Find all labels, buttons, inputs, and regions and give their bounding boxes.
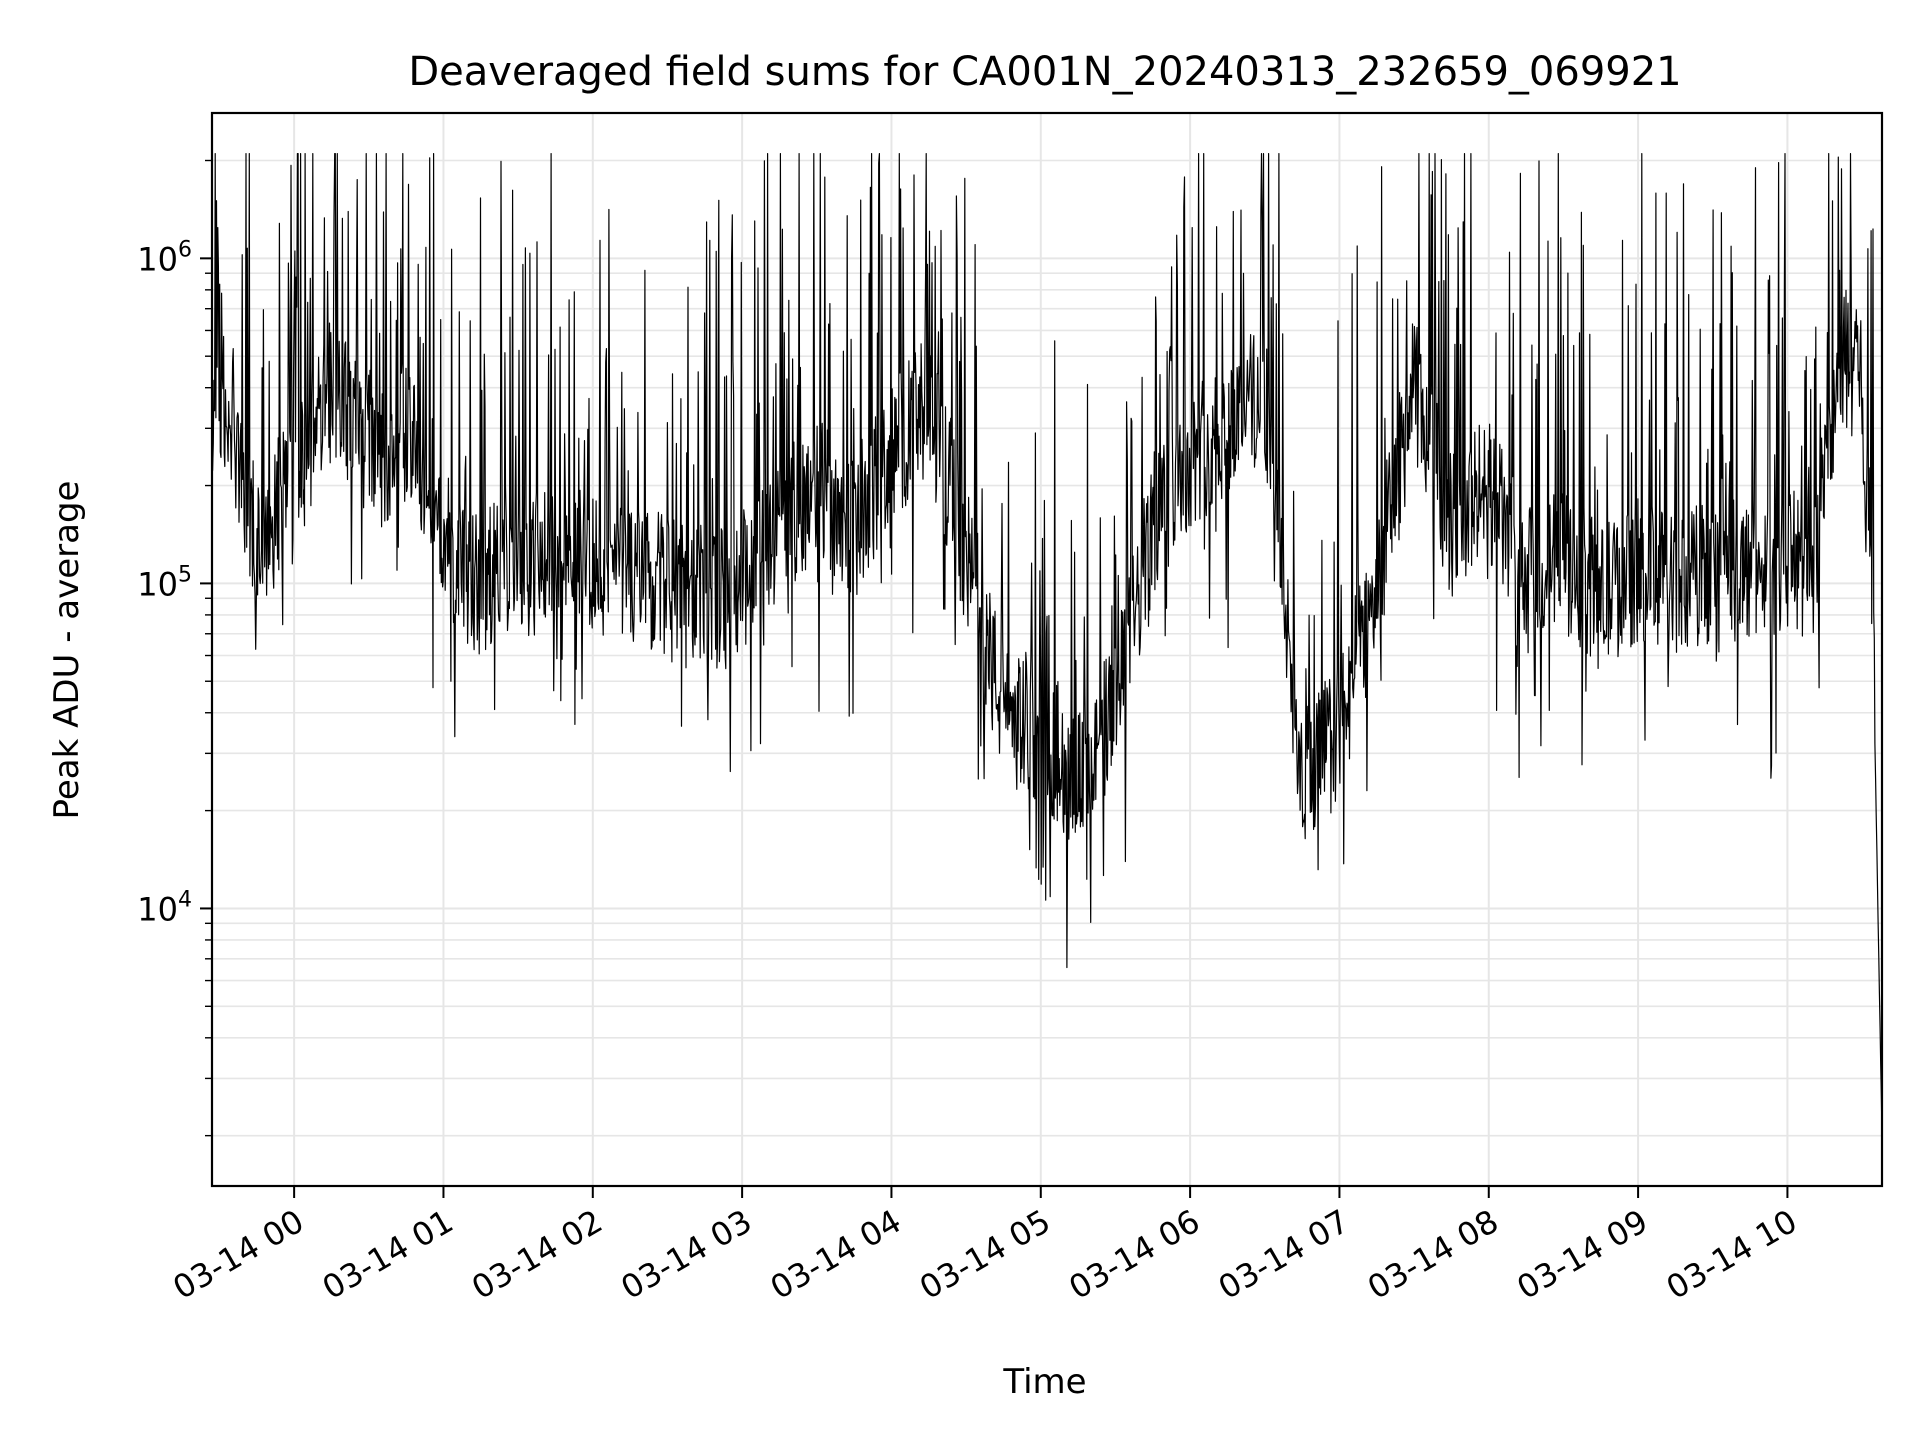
x-tick-label: 03-14 09: [1510, 1202, 1654, 1307]
data-layer: [211, 153, 1883, 1136]
x-tick-label: 03-14 05: [913, 1202, 1057, 1307]
y-tick-label: 105: [137, 562, 192, 603]
chart-title: Deaveraged field sums for CA001N_2024031…: [408, 49, 1681, 95]
x-tick-label: 03-14 04: [764, 1202, 908, 1307]
x-tick-label: 03-14 08: [1361, 1202, 1505, 1307]
x-tick-label: 03-14 06: [1063, 1202, 1207, 1307]
x-tick-label: 03-14 01: [316, 1202, 460, 1307]
plot-frame: [210, 111, 1884, 1188]
y-tick-label: 104: [137, 887, 192, 928]
series-line: [211, 153, 1883, 1136]
x-tick-label: 03-14 10: [1660, 1202, 1804, 1307]
y-axis-ticks: 104 105 106: [137, 159, 212, 1137]
x-axis-ticks: 03-14 00 03-14 01 03-14 02 03-14 03 03-14 04…: [167, 1186, 1804, 1307]
x-axis-label: Time: [1002, 1362, 1086, 1402]
y-tick-label: 106: [137, 237, 192, 278]
x-tick-label: 03-14 02: [465, 1202, 609, 1307]
x-tick-label: 03-14 07: [1212, 1202, 1356, 1307]
y-axis-label: Peak ADU - average: [47, 481, 87, 820]
x-tick-label: 03-14 00: [167, 1202, 311, 1307]
x-tick-label: 03-14 03: [615, 1202, 759, 1307]
